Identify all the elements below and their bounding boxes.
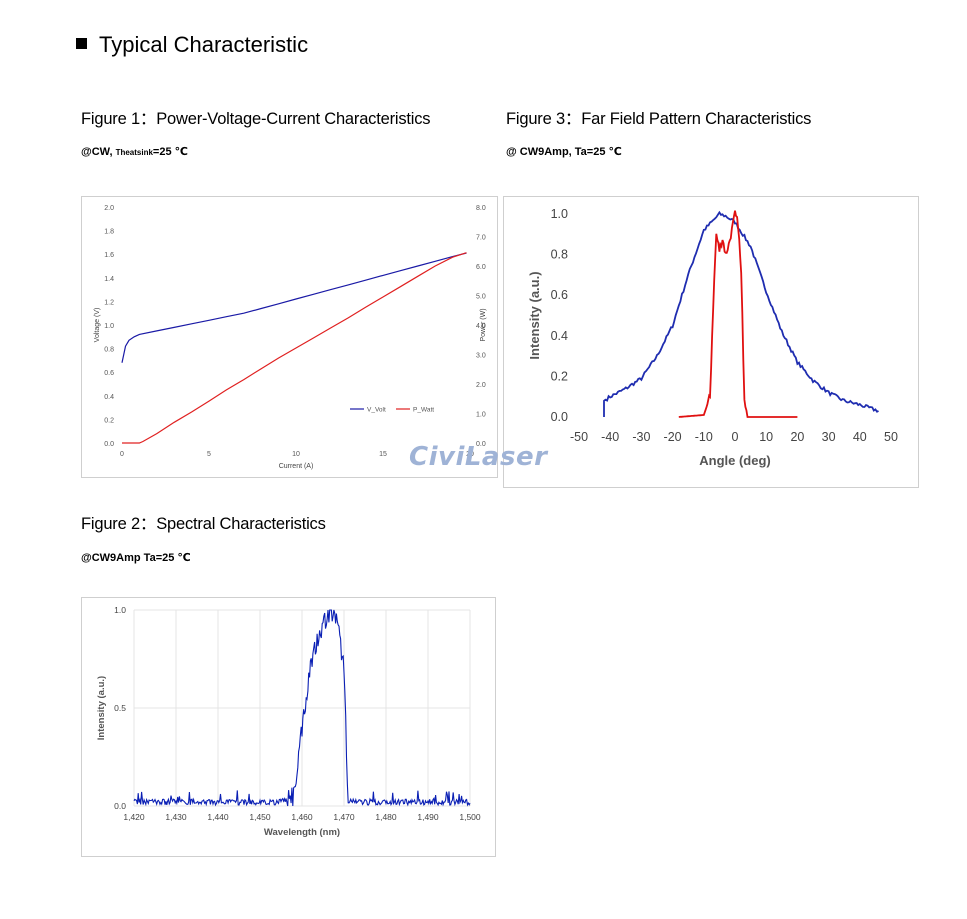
figure-2-title: Figure 2：Spectral Characteristics [81, 515, 326, 533]
pvi-chart-svg: 0.0 0.2 0.4 0.6 0.8 1.0 1.2 1.4 1.6 1.8 2.0 0.0 1.0 2… [94, 205, 487, 470]
y-tick-label: 1.6 [104, 252, 114, 259]
y2-axis-label: Power (W) [480, 308, 487, 341]
x-tick-label: 0 [120, 451, 124, 458]
figure-2-chart: 1,420 1,430 1,440 1,450 1,460 1,470 1,480 1,490… [81, 597, 496, 857]
y-tick-label: 1.0 [104, 323, 114, 330]
y-tick-label: 1.4 [104, 276, 114, 283]
y2-tick-label: 2.0 [476, 382, 486, 389]
legend-voltage-label: V_Volt [367, 407, 386, 414]
x-tick-label: 40 [853, 430, 867, 444]
x-tick-label: 1,460 [291, 812, 313, 822]
y2-tick-label: 7.0 [476, 235, 486, 242]
figure-1-condition: @CW, Theatsink=25 ℃ [81, 145, 188, 158]
far-field-narrow-series-line [678, 210, 798, 418]
x-tick-label: 10 [759, 430, 773, 444]
section-title-text: Typical Characteristic [99, 32, 309, 57]
y-tick-label: 0.6 [104, 370, 114, 377]
x-tick-label: -40 [601, 430, 619, 444]
y-axis-label: Voltage (V) [94, 308, 101, 343]
x-axis-label: Angle (deg) [699, 453, 771, 468]
y2-tick-label: 0.0 [476, 441, 486, 448]
x-tick-label: -50 [570, 430, 588, 444]
x-tick-label: -20 [664, 430, 682, 444]
x-tick-label: 50 [884, 430, 898, 444]
figure-1-title: Figure 1：Power-Voltage-Current Character… [81, 110, 431, 128]
y-tick-label: 0.0 [104, 441, 114, 448]
figure-3-title: Figure 3：Far Field Pattern Characteristi… [506, 110, 812, 128]
y-tick-label: 0.2 [104, 417, 114, 424]
figure-3-condition: @ CW9Amp, Ta=25 ℃ [506, 146, 622, 158]
spectrum-series-line [133, 609, 471, 807]
section-title: Typical Characteristic [76, 32, 308, 58]
x-tick-label: 1,470 [333, 812, 355, 822]
y-tick-label: 1.2 [104, 299, 114, 306]
y-tick-label: 0.4 [551, 329, 568, 343]
x-tick-label: 30 [822, 430, 836, 444]
far-field-chart-svg: 0.0 0.2 0.4 0.6 0.8 1.0 -50 -40 -30 -20 -10 0 10 20 30… [527, 207, 898, 468]
y2-tick-label: 1.0 [476, 412, 486, 419]
figure-2-condition: @CW9Amp Ta=25 ℃ [81, 552, 191, 564]
y-tick-label: 1.0 [114, 605, 126, 615]
x-tick-label: 1,450 [249, 812, 271, 822]
figure-1-condition-main: @CW, [81, 146, 116, 158]
y-tick-label: 0.0 [551, 410, 568, 424]
legend-power-label: P_Watt [413, 407, 434, 414]
power-series-line [122, 252, 467, 444]
x-axis-label: Current (A) [279, 463, 314, 470]
x-tick-label: 20 [466, 451, 474, 458]
x-tick-label: 1,500 [459, 812, 481, 822]
x-tick-label: 5 [207, 451, 211, 458]
y-tick-label: 2.0 [104, 205, 114, 212]
x-tick-label: -30 [632, 430, 650, 444]
y2-tick-label: 5.0 [476, 294, 486, 301]
y-tick-label: 0.8 [104, 347, 114, 354]
y-tick-label: 0.6 [551, 288, 568, 302]
x-tick-label: 1,420 [123, 812, 145, 822]
voltage-series-line [121, 252, 467, 363]
y-tick-label: 0.4 [104, 394, 114, 401]
x-tick-label: 15 [379, 451, 387, 458]
y-axis-label: Intensity (a.u.) [527, 271, 542, 359]
figure-1-condition-sub: Theatsink [115, 148, 153, 157]
y-tick-label: 0.5 [114, 703, 126, 713]
spectrum-chart-svg: 1,420 1,430 1,440 1,450 1,460 1,470 1,480 1,490… [96, 605, 481, 838]
x-tick-label: 0 [732, 430, 739, 444]
x-tick-label: 10 [292, 451, 300, 458]
x-axis-label: Wavelength (nm) [264, 827, 340, 838]
x-tick-label: 20 [790, 430, 804, 444]
figure-3-chart: 0.0 0.2 0.4 0.6 0.8 1.0 -50 -40 -30 -20 -10 0 10 20 30… [503, 196, 919, 488]
y2-tick-label: 6.0 [476, 264, 486, 271]
y-tick-label: 1.8 [104, 229, 114, 236]
y-tick-label: 0.2 [551, 369, 568, 383]
watermark-logo: CiviLaser [409, 442, 548, 472]
square-bullet-icon [76, 38, 87, 49]
x-tick-label: 1,480 [375, 812, 397, 822]
x-tick-label: 1,430 [165, 812, 187, 822]
y2-tick-label: 3.0 [476, 353, 486, 360]
figure-1-condition-tail: =25 ℃ [152, 146, 188, 158]
x-tick-label: 1,440 [207, 812, 229, 822]
y-tick-label: 1.0 [551, 207, 568, 221]
y2-tick-label: 4.0 [476, 323, 486, 330]
y-tick-label: 0.0 [114, 801, 126, 811]
x-tick-label: 1,490 [417, 812, 439, 822]
far-field-wide-series-line [603, 210, 879, 417]
y-tick-label: 0.8 [551, 248, 568, 262]
x-tick-label: -10 [695, 430, 713, 444]
figure-1-chart: 0.0 0.2 0.4 0.6 0.8 1.0 1.2 1.4 1.6 1.8 2.0 0.0 1.0 2… [81, 196, 498, 478]
y2-tick-label: 8.0 [476, 205, 486, 212]
y-axis-label: Intensity (a.u.) [96, 676, 107, 740]
